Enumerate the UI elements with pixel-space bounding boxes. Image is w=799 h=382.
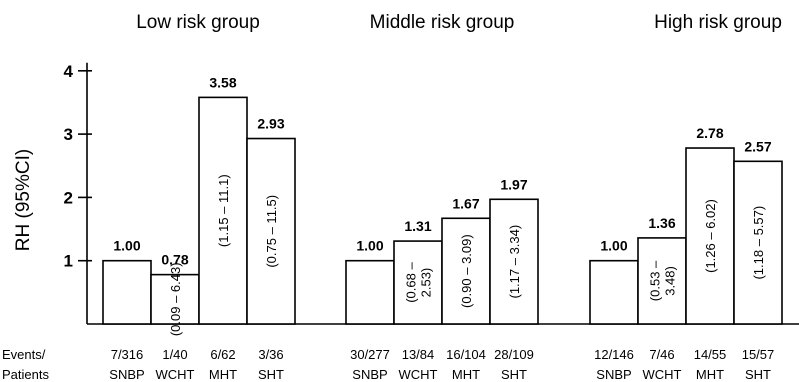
value-label: 1.97 (500, 176, 527, 192)
events-label: 7/316 (111, 347, 144, 362)
ci-label: (1.17 – 3.34) (507, 225, 522, 299)
value-label: 1.00 (356, 238, 383, 254)
value-label: 1.00 (113, 238, 140, 254)
bar-groups: Low risk group 1.00 7/316 SNBP 0.78(0.09 – 6… (102, 12, 783, 382)
category-label: MHT (209, 367, 237, 382)
ci-label: (1.18 – 5.57) (751, 206, 766, 280)
category-label: WCHT (156, 367, 195, 382)
bar-group: High risk group 1.00 12/146 SNBP 1.36 (0.53 –… (589, 12, 783, 382)
events-row-header: Events/ (2, 347, 46, 362)
ci-label: (0.90 – 3.09) (459, 234, 474, 308)
bar (393, 240, 443, 325)
category-label: WCHT (399, 367, 438, 382)
value-label: 1.36 (648, 215, 675, 231)
value-label: 1.67 (452, 195, 479, 211)
ci-label: 3.48) (663, 266, 678, 296)
category-label: WCHT (643, 367, 682, 382)
events-label: 30/277 (350, 347, 390, 362)
category-label: SNBP (352, 367, 387, 382)
value-label: 2.57 (744, 138, 771, 154)
bar (637, 237, 687, 325)
group-title: High risk group (654, 12, 782, 33)
bar (102, 259, 152, 325)
value-label: 1.00 (600, 238, 627, 254)
events-label: 6/62 (210, 347, 235, 362)
value-label: 3.58 (209, 74, 236, 90)
events-label: 1/40 (162, 347, 187, 362)
y-tick-label: 2 (64, 188, 73, 207)
bar (150, 273, 200, 325)
events-label: 28/109 (494, 347, 534, 362)
ci-label: (0.68 – (404, 262, 419, 303)
y-tick-label: 3 (64, 125, 73, 144)
events-label: 3/36 (258, 347, 283, 362)
y-axis-label: RH (95%CI) (13, 149, 34, 251)
category-label: SHT (501, 367, 527, 382)
events-label: 16/104 (446, 347, 486, 362)
category-label: MHT (696, 367, 724, 382)
category-label: MHT (452, 367, 480, 382)
bar (441, 217, 491, 325)
value-label: 1.31 (404, 218, 431, 234)
bar (589, 259, 639, 325)
ci-label: 2.53) (419, 268, 434, 298)
bar (489, 198, 539, 325)
bar (198, 96, 248, 325)
category-label: SNBP (109, 367, 144, 382)
group-title: Low risk group (136, 12, 260, 33)
bar-group: Middle risk group 1.00 30/277 SNBP 1.31 (0.68… (345, 12, 539, 382)
bar (733, 160, 783, 325)
category-label: SNBP (596, 367, 631, 382)
events-label: 13/84 (402, 347, 435, 362)
value-label: 0.78 (161, 252, 188, 268)
patients-row-header: Patients (2, 367, 49, 382)
events-label: 14/55 (694, 347, 727, 362)
ci-label: (1.26 – 6.02) (703, 199, 718, 273)
value-label: 2.93 (257, 116, 284, 132)
bar (685, 147, 735, 325)
events-label: 12/146 (594, 347, 634, 362)
y-tick-label: 1 (64, 252, 73, 271)
value-label: 2.78 (696, 125, 723, 141)
ci-label: (0.53 – (648, 260, 663, 301)
category-label: SHT (258, 367, 284, 382)
bar (345, 259, 395, 325)
ci-label: (0.75 – 11.5) (264, 195, 279, 268)
group-title: Middle risk group (370, 12, 515, 33)
events-label: 7/46 (649, 347, 674, 362)
bar-group: Low risk group 1.00 7/316 SNBP 0.78(0.09 – 6… (102, 12, 296, 382)
category-label: SHT (745, 367, 771, 382)
ci-label: (0.09 – 6.43) (168, 262, 183, 336)
ci-label: (1.15 – 11.1) (216, 174, 231, 247)
y-tick-label: 4 (64, 62, 74, 81)
events-label: 15/57 (742, 347, 775, 362)
bar (246, 137, 296, 325)
